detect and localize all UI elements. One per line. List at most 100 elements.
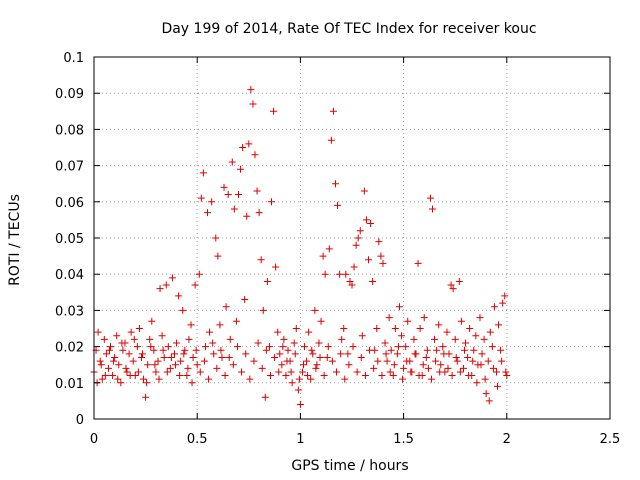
data-point [437, 361, 445, 369]
data-point [251, 151, 259, 159]
data-point [201, 343, 209, 351]
data-point [407, 368, 415, 376]
data-point [155, 375, 163, 383]
data-point [416, 325, 424, 332]
data-point [191, 281, 199, 289]
data-point [104, 364, 112, 372]
data-point [278, 361, 286, 369]
data-point [490, 303, 498, 311]
data-point [222, 303, 230, 311]
data-point [196, 368, 204, 376]
data-point [299, 361, 307, 369]
data-point [390, 361, 398, 369]
data-point [361, 372, 369, 380]
data-point [502, 368, 510, 376]
data-point [279, 343, 287, 351]
data-point [309, 350, 317, 358]
data-point [393, 350, 401, 358]
data-point [229, 361, 237, 369]
data-point [494, 382, 502, 390]
data-point [480, 335, 488, 343]
data-point [172, 361, 180, 369]
data-point [383, 357, 391, 365]
data-point [253, 187, 261, 195]
data-point [497, 346, 505, 354]
data-point [142, 393, 150, 401]
data-point [98, 375, 106, 383]
data-point [210, 350, 218, 358]
data-point [325, 245, 333, 253]
data-point [233, 343, 241, 351]
data-point [193, 361, 201, 369]
data-point [166, 364, 174, 372]
data-point [449, 285, 457, 293]
data-point [221, 372, 229, 380]
data-point [290, 339, 298, 347]
data-point [228, 158, 236, 166]
data-point [436, 368, 444, 376]
data-point [204, 209, 212, 217]
data-point [313, 361, 321, 369]
data-point [200, 357, 208, 365]
chart-title: Day 199 of 2014, Rate Of TEC Index for r… [161, 21, 536, 37]
data-point [250, 357, 258, 365]
data-point [444, 364, 452, 372]
data-point [362, 216, 370, 224]
data-point [234, 191, 242, 199]
data-point [498, 357, 506, 365]
data-point [262, 346, 270, 354]
data-point [122, 364, 130, 372]
data-point [334, 201, 342, 209]
data-point [135, 325, 143, 332]
data-point [457, 317, 465, 325]
data-point [499, 299, 507, 307]
data-point [473, 379, 481, 387]
x-tick-label: 2 [503, 432, 511, 447]
data-point [292, 325, 300, 332]
data-point [147, 343, 155, 351]
x-tick-label: 0 [90, 432, 98, 447]
data-point [452, 353, 460, 361]
data-point [119, 346, 127, 354]
data-point [288, 379, 296, 387]
data-point [295, 375, 303, 383]
data-point [139, 350, 147, 358]
data-point [382, 350, 390, 358]
data-point [185, 335, 193, 343]
data-point [399, 375, 407, 383]
data-point [177, 357, 185, 365]
data-point [257, 256, 265, 264]
data-point [492, 368, 500, 376]
data-point [336, 270, 344, 278]
data-point [400, 364, 408, 372]
data-point [197, 194, 205, 202]
data-point [316, 353, 324, 361]
data-point [424, 364, 432, 372]
data-point [422, 353, 430, 361]
data-point [168, 274, 176, 282]
data-point [489, 364, 497, 372]
data-point [114, 375, 122, 383]
data-point [466, 325, 474, 332]
data-point [328, 357, 336, 365]
data-point [366, 346, 374, 354]
data-point [187, 321, 195, 329]
data-point [411, 350, 419, 358]
data-point [137, 353, 145, 361]
data-point [184, 364, 192, 372]
data-point [164, 343, 172, 351]
x-axis-label: GPS time / hours [291, 458, 408, 474]
data-point [375, 238, 383, 246]
data-point [385, 314, 393, 322]
data-point [386, 368, 394, 376]
data-point [341, 375, 349, 383]
data-point [96, 357, 104, 365]
data-point [462, 339, 470, 347]
data-point [340, 325, 348, 332]
y-tick-label: 0.02 [55, 341, 84, 356]
y-tick-label: 0.09 [55, 87, 84, 102]
data-point [129, 357, 137, 365]
data-point [181, 346, 189, 354]
data-point [367, 220, 375, 228]
